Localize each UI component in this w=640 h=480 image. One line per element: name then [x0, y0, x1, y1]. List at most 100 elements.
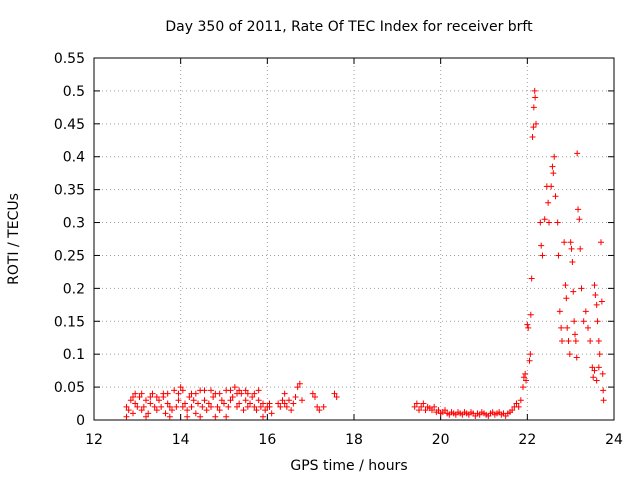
data-point [208, 403, 214, 410]
y-tick-label: 0.3 [63, 216, 85, 232]
data-point [130, 393, 136, 400]
x-axis-label: GPS time / hours [290, 458, 407, 474]
data-point [227, 397, 234, 404]
data-point [431, 403, 438, 410]
x-tick-label: 22 [518, 432, 536, 448]
data-point [203, 407, 210, 414]
data-point [600, 387, 607, 394]
data-point [123, 413, 130, 420]
data-point [572, 331, 578, 338]
data-point [173, 403, 180, 410]
data-point [551, 153, 558, 160]
data-point [527, 351, 534, 358]
data-point [275, 400, 282, 407]
data-point [177, 384, 184, 391]
data-point [571, 318, 578, 325]
data-point [153, 393, 160, 400]
data-point [561, 239, 568, 246]
data-point [229, 393, 236, 400]
x-tick-label: 14 [172, 432, 190, 448]
data-point [236, 387, 243, 394]
data-point [175, 397, 182, 404]
data-point [132, 400, 139, 407]
data-point [231, 384, 238, 391]
data-point [223, 413, 230, 420]
data-point [580, 318, 587, 325]
data-point [573, 354, 580, 361]
data-point [587, 338, 594, 345]
data-point [255, 387, 262, 394]
data-point [523, 377, 530, 384]
data-point [585, 324, 591, 331]
data-point [234, 390, 240, 397]
data-point [513, 400, 520, 407]
data-point [234, 403, 240, 410]
data-point [182, 400, 188, 407]
data-point [554, 219, 561, 226]
data-point [411, 403, 418, 410]
data-point [292, 393, 299, 400]
data-point [218, 397, 225, 404]
data-point [299, 397, 305, 404]
data-point [435, 407, 442, 414]
data-point [214, 403, 221, 410]
data-point [599, 370, 606, 377]
data-point [227, 387, 234, 394]
data-point [296, 380, 303, 387]
data-point [546, 219, 552, 226]
data-point [576, 216, 583, 223]
data-point [294, 384, 301, 391]
data-point [225, 403, 232, 410]
data-point [532, 94, 539, 101]
data-point [149, 390, 156, 397]
data-point [212, 413, 219, 420]
data-point [188, 403, 195, 410]
data-point [316, 407, 323, 414]
data-point [593, 301, 600, 308]
data-point [199, 403, 206, 410]
y-tick-label: 0.55 [54, 51, 85, 67]
data-point [242, 387, 249, 394]
data-point [525, 324, 532, 331]
data-point [595, 364, 602, 371]
data-point [598, 239, 604, 246]
data-point [179, 403, 186, 410]
data-point [552, 193, 559, 200]
data-point [201, 387, 208, 394]
data-point [179, 387, 186, 394]
data-point [418, 403, 425, 410]
data-point [184, 407, 191, 414]
data-point [572, 338, 579, 345]
y-tick-label: 0.05 [54, 380, 85, 396]
data-point [290, 400, 297, 407]
data-point [591, 282, 598, 289]
x-tick-label: 12 [85, 432, 103, 448]
data-point [550, 170, 557, 177]
data-point [192, 410, 199, 417]
data-point [527, 311, 534, 318]
data-point [555, 252, 562, 259]
data-point [515, 403, 522, 410]
data-point [558, 324, 565, 331]
grid [94, 58, 614, 420]
data-point [592, 291, 599, 298]
data-point [549, 163, 556, 170]
data-point [151, 403, 158, 410]
data-point [309, 390, 316, 397]
data-point [537, 219, 544, 226]
data-point [240, 407, 247, 414]
data-point [156, 397, 162, 404]
data-point [125, 407, 132, 414]
x-tick-label: 18 [345, 432, 363, 448]
data-point [268, 410, 275, 417]
data-point [545, 199, 552, 206]
data-point [413, 400, 420, 407]
data-point [210, 393, 217, 400]
data-point [541, 216, 548, 223]
data-point [281, 390, 288, 397]
data-point [333, 393, 340, 400]
data-point [530, 104, 537, 111]
data-point [574, 150, 581, 157]
data-point [143, 413, 149, 420]
